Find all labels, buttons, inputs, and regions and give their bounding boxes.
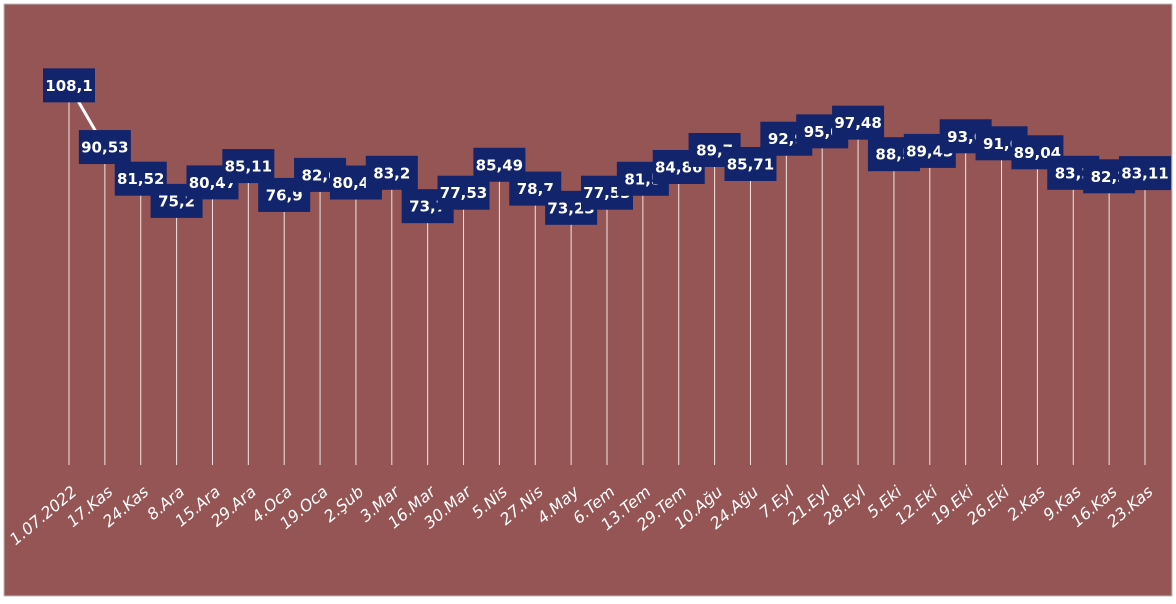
label-box: [832, 105, 885, 140]
value-label: 82,2: [1091, 168, 1128, 186]
data-label: 89,7: [688, 132, 741, 167]
value-label: 76,9: [266, 186, 303, 204]
data-label: 85,71: [724, 146, 777, 181]
value-label: 95,0: [804, 123, 841, 141]
data-label: 73,7: [401, 189, 454, 224]
data-label: 108,1: [43, 68, 95, 103]
value-label: 108,1: [45, 77, 92, 95]
data-label: 90,53: [78, 130, 131, 165]
value-label: 88,5: [875, 146, 912, 164]
value-label: 85,71: [727, 155, 774, 173]
value-label: 85,11: [225, 158, 272, 176]
value-label: 83,2: [373, 164, 410, 182]
value-label: 83,2: [1055, 164, 1092, 182]
value-label: 97,48: [834, 114, 881, 132]
label-box: [43, 68, 95, 103]
data-label: 83,11: [1119, 156, 1171, 191]
plot-background: [3, 3, 1173, 597]
label-box: [78, 130, 131, 165]
value-label: 81,52: [117, 170, 164, 188]
value-label: 93,6: [947, 128, 984, 146]
data-label: 85,11: [222, 149, 275, 184]
value-label: 75,2: [158, 192, 195, 210]
value-label: 82,6: [302, 166, 339, 184]
label-box: [365, 155, 418, 190]
value-label: 85,49: [476, 156, 523, 174]
value-label: 91,6: [983, 135, 1020, 153]
value-label: 92,9: [768, 130, 805, 148]
value-label: 77,53: [440, 184, 487, 202]
label-box: [1119, 156, 1171, 191]
value-label: 81,5: [624, 170, 661, 188]
data-label: 83,2: [365, 155, 418, 190]
value-label: 83,11: [1121, 165, 1168, 183]
data-label: 97,48: [832, 105, 885, 140]
value-label: 73,7: [409, 198, 446, 216]
value-label: 78,7: [517, 180, 554, 198]
value-label: 90,53: [81, 139, 128, 157]
value-label: 89,7: [696, 141, 733, 159]
label-box: [222, 149, 275, 184]
